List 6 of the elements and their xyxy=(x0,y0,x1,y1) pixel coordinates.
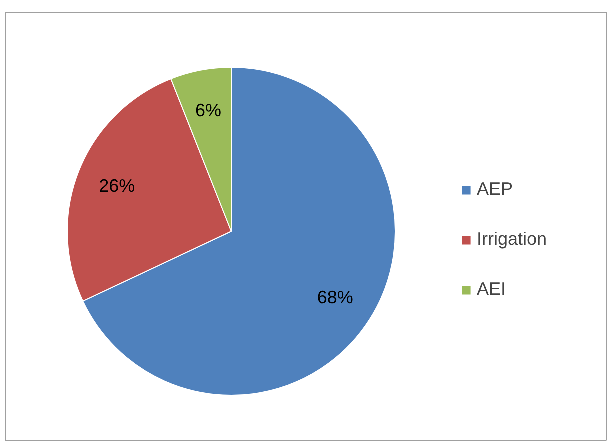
data-label: 6% xyxy=(195,100,222,121)
data-label: 68% xyxy=(317,287,354,308)
data-label: 26% xyxy=(99,176,136,196)
legend-label: Irrigation xyxy=(477,229,548,250)
legend-label: AEP xyxy=(477,179,514,200)
legend-label: AEI xyxy=(477,279,506,300)
